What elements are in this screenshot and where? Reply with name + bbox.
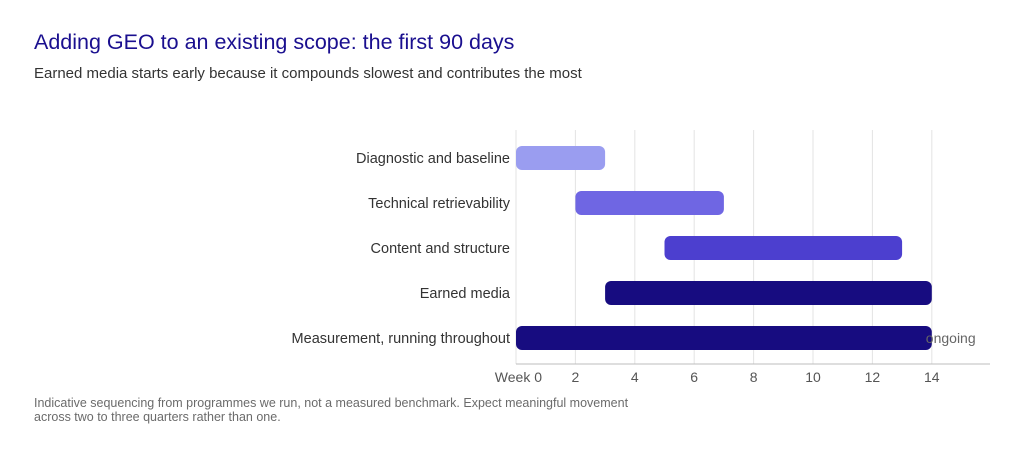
x-tick-label: Week 0 (495, 369, 542, 385)
x-tick-label: 14 (924, 369, 940, 385)
x-tick-label: 12 (865, 369, 881, 385)
x-tick-label: 4 (631, 369, 639, 385)
gantt-bar (516, 326, 932, 350)
gantt-bar (664, 236, 903, 260)
ongoing-annotation: ongoing (926, 330, 976, 346)
gantt-bar (575, 191, 724, 215)
chart-title: Adding GEO to an existing scope: the fir… (34, 30, 515, 54)
chart-footnote: Indicative sequencing from programmes we… (34, 396, 629, 424)
x-tick-label: 8 (750, 369, 758, 385)
chart-subtitle: Earned media starts early because it com… (34, 65, 582, 82)
category-label: Earned media (420, 286, 511, 302)
category-label: Measurement, running throughout (292, 331, 510, 347)
x-tick-label: 2 (572, 369, 580, 385)
category-label: Content and structure (371, 241, 510, 257)
gantt-bar (605, 281, 932, 305)
x-tick-label: 6 (690, 369, 698, 385)
x-tick-label: 10 (805, 369, 821, 385)
category-label: Technical retrievability (368, 196, 511, 212)
gantt-bar (516, 146, 606, 170)
category-label: Diagnostic and baseline (356, 151, 510, 167)
